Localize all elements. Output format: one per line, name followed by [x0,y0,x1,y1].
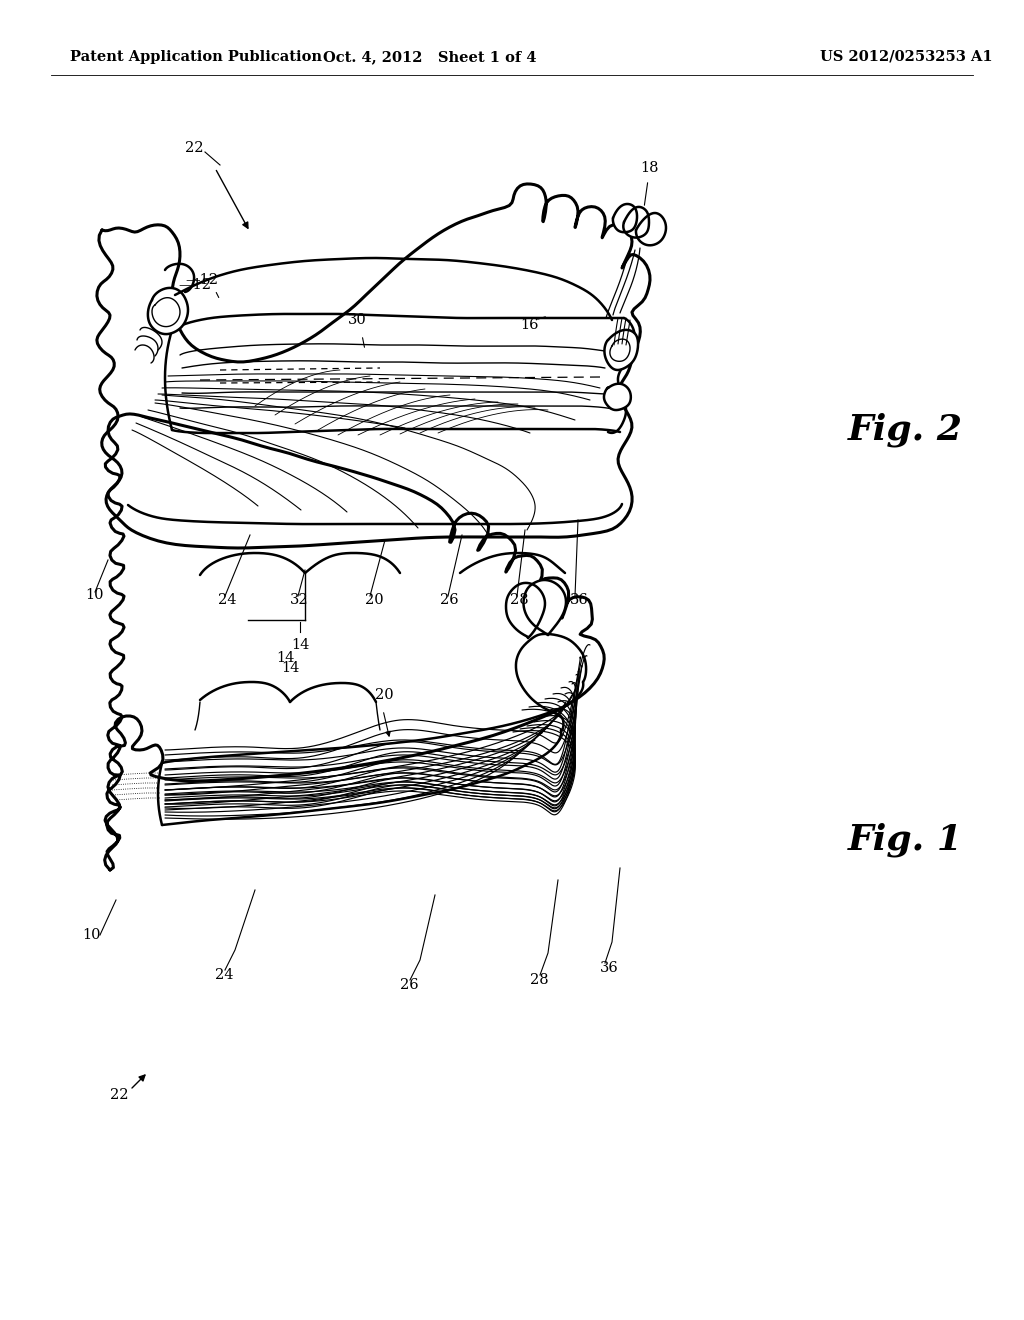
Text: 16: 16 [520,318,539,333]
Text: 20: 20 [375,688,393,702]
Polygon shape [105,414,604,870]
Polygon shape [605,330,638,370]
Polygon shape [97,183,650,548]
Text: —12: —12 [178,279,211,292]
Polygon shape [636,213,666,246]
Polygon shape [624,207,649,238]
Text: 36: 36 [600,961,618,975]
Text: US 2012/0253253 A1: US 2012/0253253 A1 [820,50,992,63]
Polygon shape [604,384,630,411]
Text: 14: 14 [281,661,299,675]
Text: 10: 10 [82,928,100,942]
Polygon shape [148,288,188,334]
Text: 26: 26 [400,978,419,993]
Text: 24: 24 [218,593,237,607]
Text: 10: 10 [85,587,103,602]
Text: —12: —12 [185,273,218,286]
Text: 36: 36 [570,593,589,607]
Text: Patent Application Publication: Patent Application Publication [70,50,322,63]
Text: Fig. 2: Fig. 2 [848,413,963,447]
Text: 30: 30 [348,313,367,327]
Text: 32: 32 [290,593,308,607]
Polygon shape [524,579,566,635]
Polygon shape [613,205,637,232]
Text: 14: 14 [275,651,294,665]
Text: 22: 22 [110,1088,128,1102]
Text: 14: 14 [291,638,309,652]
Text: 28: 28 [530,973,549,987]
Text: 24: 24 [215,968,233,982]
Text: 22: 22 [185,141,204,154]
Text: 18: 18 [640,161,658,176]
Text: Oct. 4, 2012   Sheet 1 of 4: Oct. 4, 2012 Sheet 1 of 4 [324,50,537,63]
Text: 28: 28 [510,593,528,607]
Text: 26: 26 [440,593,459,607]
Text: 20: 20 [365,593,384,607]
Text: Fig. 1: Fig. 1 [848,822,963,857]
